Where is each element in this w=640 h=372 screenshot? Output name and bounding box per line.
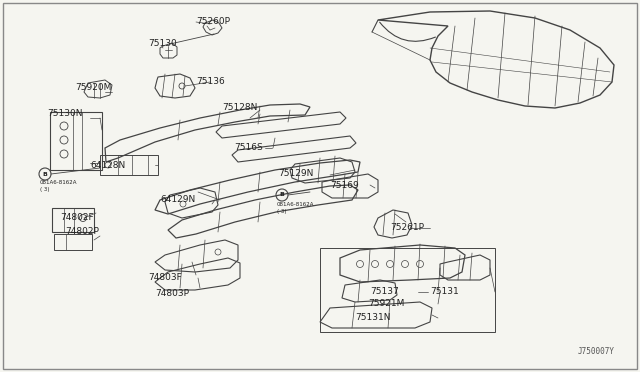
Text: J750007Y: J750007Y xyxy=(578,347,615,356)
Text: ( 3): ( 3) xyxy=(40,187,49,192)
Text: 7516S: 7516S xyxy=(234,144,263,153)
Text: 75131: 75131 xyxy=(430,288,459,296)
Text: 75131N: 75131N xyxy=(355,314,390,323)
Text: 74802P: 74802P xyxy=(65,228,99,237)
Text: 75921M: 75921M xyxy=(368,299,404,308)
Text: B: B xyxy=(43,171,47,176)
Text: 75130N: 75130N xyxy=(47,109,83,119)
Text: 75136: 75136 xyxy=(196,77,225,87)
Text: 75130: 75130 xyxy=(148,39,177,48)
Text: 75137: 75137 xyxy=(370,288,399,296)
Text: 75129N: 75129N xyxy=(278,169,314,177)
Text: B: B xyxy=(280,192,284,198)
Text: 75920M: 75920M xyxy=(75,83,111,93)
Text: 64129N: 64129N xyxy=(160,196,195,205)
Text: 75261P: 75261P xyxy=(390,224,424,232)
Text: 081A6-8162A: 081A6-8162A xyxy=(40,180,77,186)
Text: 081A6-8162A: 081A6-8162A xyxy=(277,202,314,206)
Text: 74802F: 74802F xyxy=(60,214,93,222)
Text: 74803P: 74803P xyxy=(155,289,189,298)
Text: 75169: 75169 xyxy=(330,180,359,189)
Text: ( 3): ( 3) xyxy=(277,208,287,214)
Text: 74803F: 74803F xyxy=(148,273,182,282)
Text: 64128N: 64128N xyxy=(90,160,125,170)
Text: 75260P: 75260P xyxy=(196,17,230,26)
Text: 75128N: 75128N xyxy=(222,103,257,112)
